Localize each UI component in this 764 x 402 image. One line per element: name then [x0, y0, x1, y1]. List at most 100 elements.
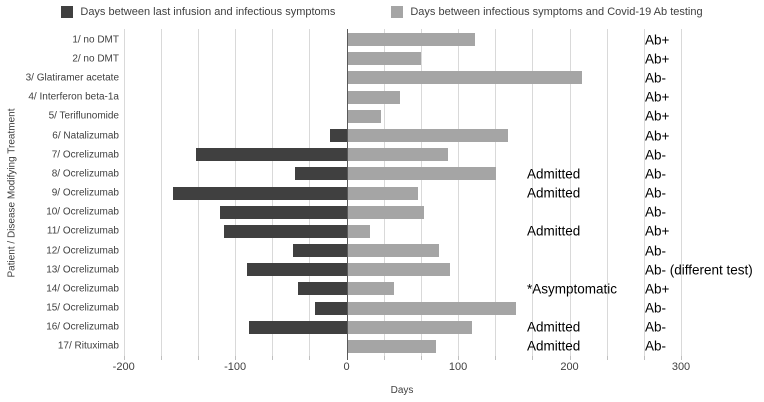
axis-tick	[606, 356, 608, 360]
category-label: 11/ Ocrelizumab	[46, 225, 119, 237]
axis-tick	[160, 356, 162, 360]
bar-infusion-to-symptoms	[329, 129, 347, 142]
x-tick-label: -100	[224, 361, 247, 373]
category-label: 5/ Teriflunomide	[48, 110, 119, 122]
ab-status-label: Ab- (different test)	[645, 262, 753, 278]
bar-symptoms-to-test	[347, 167, 496, 181]
row-annotation: Admitted	[527, 319, 581, 335]
bar-infusion-to-symptoms	[248, 320, 347, 334]
ab-status-label: Ab+	[645, 281, 670, 297]
row-annotation: Admitted	[527, 185, 581, 201]
category-label: 4/ Interferon beta-1a	[28, 91, 119, 103]
bar-infusion-to-symptoms	[247, 263, 347, 277]
axis-tick	[198, 356, 199, 360]
gridline	[606, 29, 608, 356]
zero-axis-line	[346, 29, 348, 360]
legend-item-symptoms-to-test: Days between infectious symptoms and Cov…	[391, 6, 703, 18]
category-label: 12/ Ocrelizumab	[46, 245, 119, 256]
category-label: 14/ Ocrelizumab	[46, 283, 119, 295]
bar-symptoms-to-test	[347, 205, 425, 219]
bar-infusion-to-symptoms	[297, 282, 347, 296]
bar-infusion-to-symptoms	[196, 148, 347, 162]
ab-status-label: Ab-	[645, 319, 667, 335]
ab-status-label: Ab+	[645, 223, 670, 239]
gridline	[681, 29, 682, 356]
bar-infusion-to-symptoms	[224, 224, 347, 238]
gridline	[420, 29, 422, 356]
category-label: 2/ no DMT	[72, 53, 119, 65]
legend: Days between last infusion and infectiou…	[0, 6, 764, 18]
category-label: 10/ Ocrelizumab	[46, 206, 119, 218]
ab-status-label: Ab-	[645, 185, 667, 201]
ab-status-label: Ab-	[645, 338, 667, 354]
axis-tick	[495, 356, 497, 360]
ab-status-label: Ab-	[645, 70, 667, 86]
row-annotation: Admitted	[527, 223, 581, 239]
bar-symptoms-to-test	[347, 148, 448, 162]
bar-symptoms-to-test	[347, 263, 451, 277]
legend-item-infusion-to-symptoms: Days between last infusion and infectiou…	[61, 6, 335, 18]
category-label: 15/ Ocrelizumab	[46, 302, 119, 314]
gridline	[160, 29, 162, 356]
category-label: 1/ no DMT	[72, 34, 119, 46]
category-label: 8/ Ocrelizumab	[51, 168, 119, 180]
gridline	[532, 29, 534, 356]
bar-symptoms-to-test	[347, 339, 436, 353]
x-tick-label: 300	[671, 361, 691, 373]
axis-tick	[235, 356, 237, 360]
ab-status-label: Ab-	[645, 147, 667, 163]
x-tick-label: -200	[112, 361, 135, 373]
category-label: 17/ Rituximab	[57, 340, 119, 352]
category-label: 6/ Natalizumab	[52, 130, 119, 141]
gridline	[643, 29, 645, 356]
bar-symptoms-to-test	[347, 129, 509, 142]
axis-tick	[272, 356, 274, 360]
x-tick-label: 200	[560, 361, 579, 373]
legend-swatch-gray-icon	[391, 6, 404, 18]
gridline	[123, 29, 125, 356]
category-label: 16/ Ocrelizumab	[46, 321, 119, 333]
legend-label-infusion-to-symptoms: Days between last infusion and infectiou…	[80, 6, 336, 18]
ab-status-label: Ab+	[645, 51, 670, 67]
category-label: 3/ Glatiramer acetate	[25, 72, 119, 84]
category-label: 9/ Ocrelizumab	[51, 187, 119, 199]
gridline	[495, 29, 497, 356]
ab-status-label: Ab+	[645, 108, 670, 124]
x-tick-label: 0	[343, 361, 350, 373]
ab-status-label: Ab-	[645, 243, 667, 258]
category-label: 13/ Ocrelizumab	[46, 264, 119, 276]
ab-status-label: Ab-	[645, 204, 667, 220]
bar-symptoms-to-test	[347, 186, 418, 200]
ab-status-label: Ab+	[645, 89, 670, 105]
ab-status-label: Ab+	[645, 32, 670, 48]
row-annotation: Admitted	[527, 338, 581, 354]
bar-symptoms-to-test	[347, 320, 473, 334]
bar-infusion-to-symptoms	[295, 167, 347, 181]
legend-swatch-dark-icon	[61, 6, 74, 18]
axis-tick	[643, 356, 645, 360]
axis-tick	[458, 356, 460, 360]
axis-tick	[681, 356, 682, 360]
row-annotation: *Asymptomatic	[527, 281, 618, 297]
bar-symptoms-to-test	[347, 52, 422, 66]
gridline	[569, 29, 571, 356]
axis-tick	[569, 356, 571, 360]
bar-infusion-to-symptoms	[219, 205, 347, 219]
ab-status-label: Ab-	[645, 166, 667, 182]
x-tick-label: 100	[448, 361, 468, 373]
bar-infusion-to-symptoms	[293, 244, 347, 257]
bar-symptoms-to-test	[347, 282, 395, 296]
bar-symptoms-to-test	[347, 224, 370, 238]
ab-status-label: Ab+	[645, 128, 670, 143]
axis-tick	[532, 356, 534, 360]
bar-symptoms-to-test	[347, 71, 582, 85]
ab-status-label: Ab-	[645, 300, 667, 316]
bar-symptoms-to-test	[347, 90, 400, 104]
bar-symptoms-to-test	[347, 301, 516, 315]
bar-symptoms-to-test	[347, 109, 381, 123]
category-label: 7/ Ocrelizumab	[51, 149, 119, 161]
bar-symptoms-to-test	[347, 33, 475, 47]
bar-infusion-to-symptoms	[315, 301, 347, 315]
